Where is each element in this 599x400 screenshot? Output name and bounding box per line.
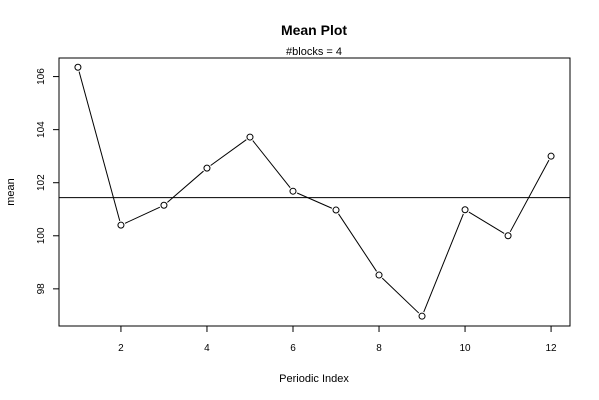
data-point <box>74 63 82 71</box>
data-point <box>160 201 168 209</box>
x-tick-label: 12 <box>546 343 558 354</box>
data-point <box>375 271 383 279</box>
x-tick-label: 10 <box>459 343 471 354</box>
x-axis: 2 4 6 8 10 12 <box>118 326 557 354</box>
series-line-segment <box>210 139 247 166</box>
data-point <box>246 133 254 141</box>
x-tick-label: 4 <box>204 343 210 354</box>
y-tick-label: 102 <box>36 174 47 191</box>
x-tick-label: 6 <box>290 343 296 354</box>
series-line-segment <box>423 213 464 313</box>
data-point <box>117 221 125 229</box>
series-line-segment <box>78 71 121 221</box>
series-line-segment <box>252 140 291 188</box>
data-point <box>332 206 340 214</box>
y-tick-label: 106 <box>36 68 47 85</box>
y-tick-label: 104 <box>36 121 47 138</box>
data-point <box>289 187 297 195</box>
series-line-segment <box>124 206 161 224</box>
y-tick-label: 100 <box>36 227 47 244</box>
series-line-segment <box>338 213 377 272</box>
x-tick-label: 8 <box>376 343 382 354</box>
chart-marks <box>59 63 570 320</box>
plot-frame <box>58 57 571 327</box>
data-point <box>461 206 469 214</box>
chart-title: Mean Plot <box>281 22 347 38</box>
data-point <box>418 312 426 320</box>
series-line-segment <box>381 277 420 314</box>
series-line-segment <box>296 192 333 209</box>
series-line-segment <box>468 211 505 234</box>
y-tick-label: 98 <box>36 283 47 295</box>
data-point <box>547 152 555 160</box>
series-line-segment <box>509 159 550 233</box>
data-point <box>203 164 211 172</box>
data-point <box>504 232 512 240</box>
x-axis-label: Periodic Index <box>279 373 349 385</box>
y-axis-label: mean <box>5 178 17 206</box>
chart-subtitle: #blocks = 4 <box>286 46 342 58</box>
y-axis: 98 100 102 104 106 <box>36 68 59 295</box>
x-tick-label: 2 <box>118 343 124 354</box>
series-line-segment <box>167 170 204 203</box>
